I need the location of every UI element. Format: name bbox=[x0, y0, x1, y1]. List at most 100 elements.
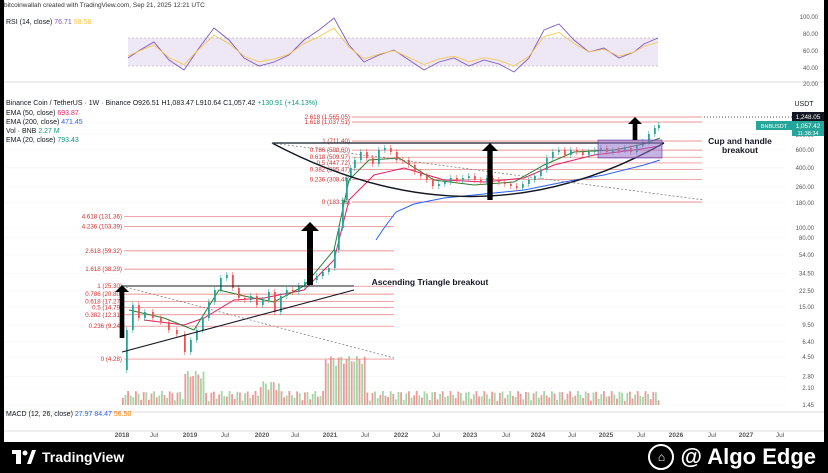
volume-bar bbox=[213, 391, 215, 405]
volume-bar bbox=[280, 391, 283, 405]
ema20-legend[interactable]: EMA (20, close) 793.43 bbox=[6, 137, 79, 144]
tradingview-brand: TradingView bbox=[42, 449, 125, 465]
volume-bar bbox=[306, 391, 309, 405]
candle-body bbox=[456, 178, 458, 180]
volume-bar bbox=[655, 392, 657, 405]
volume-bar bbox=[343, 363, 345, 405]
macd-v2: 84.47 bbox=[94, 411, 112, 418]
tradingview-logo[interactable]: TradingView bbox=[12, 449, 124, 465]
volume-bar bbox=[418, 395, 421, 405]
time-tick: Jul bbox=[568, 432, 577, 439]
volume-bar bbox=[423, 391, 426, 405]
algo-edge-watermark: ⌂ @ Algo Edge bbox=[648, 444, 816, 470]
candle-body bbox=[250, 296, 252, 300]
volume-bar bbox=[561, 392, 564, 405]
volume-bar bbox=[311, 393, 314, 405]
fib-upper-label: 1.618 (1,037.51) bbox=[305, 119, 350, 126]
volume-bar bbox=[496, 400, 499, 405]
chart-area[interactable]: 100.00 80.00 60.00 40.00 20.00 2.618 (1,565.… bbox=[4, 0, 824, 442]
volume-bar bbox=[389, 391, 392, 405]
candle-body bbox=[292, 290, 294, 292]
candle-body bbox=[208, 302, 210, 318]
volume-bar bbox=[291, 395, 293, 405]
volume-bar bbox=[142, 392, 145, 405]
handle-box bbox=[597, 139, 663, 159]
volume-bar bbox=[621, 392, 623, 405]
volume-bar bbox=[374, 391, 376, 405]
volume-bar bbox=[228, 391, 231, 405]
candle-body bbox=[384, 148, 386, 150]
volume-bar bbox=[361, 363, 363, 405]
currency-label: USDT bbox=[794, 101, 814, 108]
close-value: C1,057.42 bbox=[223, 100, 256, 107]
candle-body bbox=[564, 150, 566, 155]
volume-bar bbox=[584, 391, 587, 405]
fib-lower-label: 0.5 (14.79) bbox=[92, 305, 122, 312]
volume-bar bbox=[220, 391, 223, 405]
volume-bar bbox=[488, 398, 491, 405]
ema200-value: 471.45 bbox=[61, 119, 83, 126]
volume-bar bbox=[379, 394, 382, 405]
volume-bar bbox=[296, 391, 298, 405]
candle-body bbox=[648, 134, 650, 142]
volume-bar bbox=[616, 398, 618, 405]
price-tick: 80.00 bbox=[799, 236, 815, 242]
volume-bar bbox=[522, 399, 525, 405]
volume-bar bbox=[595, 391, 597, 405]
volume-bar bbox=[543, 391, 545, 405]
candle-body bbox=[582, 152, 584, 155]
ema50-label: EMA (50, close) bbox=[6, 110, 56, 117]
price-chart[interactable]: 100.00 80.00 60.00 40.00 20.00 2.618 (1,565.… bbox=[4, 0, 824, 442]
volume-bar bbox=[631, 398, 634, 405]
volume-bar bbox=[176, 392, 179, 405]
macd-v1: 27.97 bbox=[74, 411, 93, 418]
volume-bar bbox=[397, 392, 400, 405]
candle-body bbox=[546, 158, 548, 170]
volume-bar bbox=[192, 376, 194, 405]
volume-bar bbox=[231, 394, 233, 405]
volume-legend[interactable]: Vol · BNB 2.27 M bbox=[6, 128, 60, 135]
cup-annotation-line2: breakout bbox=[722, 145, 758, 155]
volume-bar bbox=[246, 391, 249, 405]
triangle-support bbox=[121, 289, 355, 353]
candle-body bbox=[378, 150, 380, 164]
volume-label: Vol · BNB bbox=[6, 128, 37, 135]
time-tick: Jul bbox=[432, 432, 441, 439]
ema20-label: EMA (20, close) bbox=[6, 137, 56, 144]
volume-bar bbox=[421, 397, 423, 405]
open-value: O926.51 bbox=[132, 100, 160, 107]
triangle-dashed-line bbox=[121, 285, 395, 359]
volume-bar bbox=[493, 392, 496, 405]
volume-bar bbox=[514, 396, 517, 405]
volume-bar bbox=[239, 392, 241, 405]
high-value: H1,083.47 bbox=[161, 100, 194, 107]
volume-bar bbox=[161, 391, 163, 405]
ema50-legend[interactable]: EMA (50, close) 693.87 bbox=[6, 110, 79, 117]
volume-bar bbox=[223, 396, 226, 405]
candle-body bbox=[486, 178, 488, 182]
candle-body bbox=[338, 228, 340, 250]
symbol-legend[interactable]: Binance Coin / TetherUS · 1W · Binance O… bbox=[6, 100, 317, 107]
rsi-value: 76.71 bbox=[54, 19, 72, 26]
volume-bar bbox=[356, 356, 358, 405]
volume-bar bbox=[288, 391, 291, 405]
volume-bar bbox=[163, 395, 166, 405]
fib-upper-label: 0.786 (598.60) bbox=[310, 147, 350, 154]
volume-bar bbox=[582, 397, 584, 405]
volume-bar bbox=[327, 363, 330, 405]
macd-legend[interactable]: MACD (12, 26, close) 27.97 84.47 56.50 bbox=[6, 411, 131, 418]
candle-body bbox=[426, 176, 428, 180]
volume-bar bbox=[618, 391, 621, 405]
volume-bar bbox=[353, 361, 356, 405]
price-tick: 6.40 bbox=[802, 340, 814, 346]
volume-bar bbox=[444, 396, 447, 405]
volume-bar bbox=[249, 397, 252, 405]
time-tick: Jul bbox=[291, 432, 300, 439]
candle-body bbox=[510, 184, 512, 186]
volume-bar bbox=[473, 394, 475, 405]
volume-bar bbox=[293, 397, 296, 405]
ema200-legend[interactable]: EMA (200, close) 471.45 bbox=[6, 119, 83, 126]
rsi-label: RSI (14, close) bbox=[6, 19, 53, 26]
volume-bar bbox=[129, 395, 132, 405]
